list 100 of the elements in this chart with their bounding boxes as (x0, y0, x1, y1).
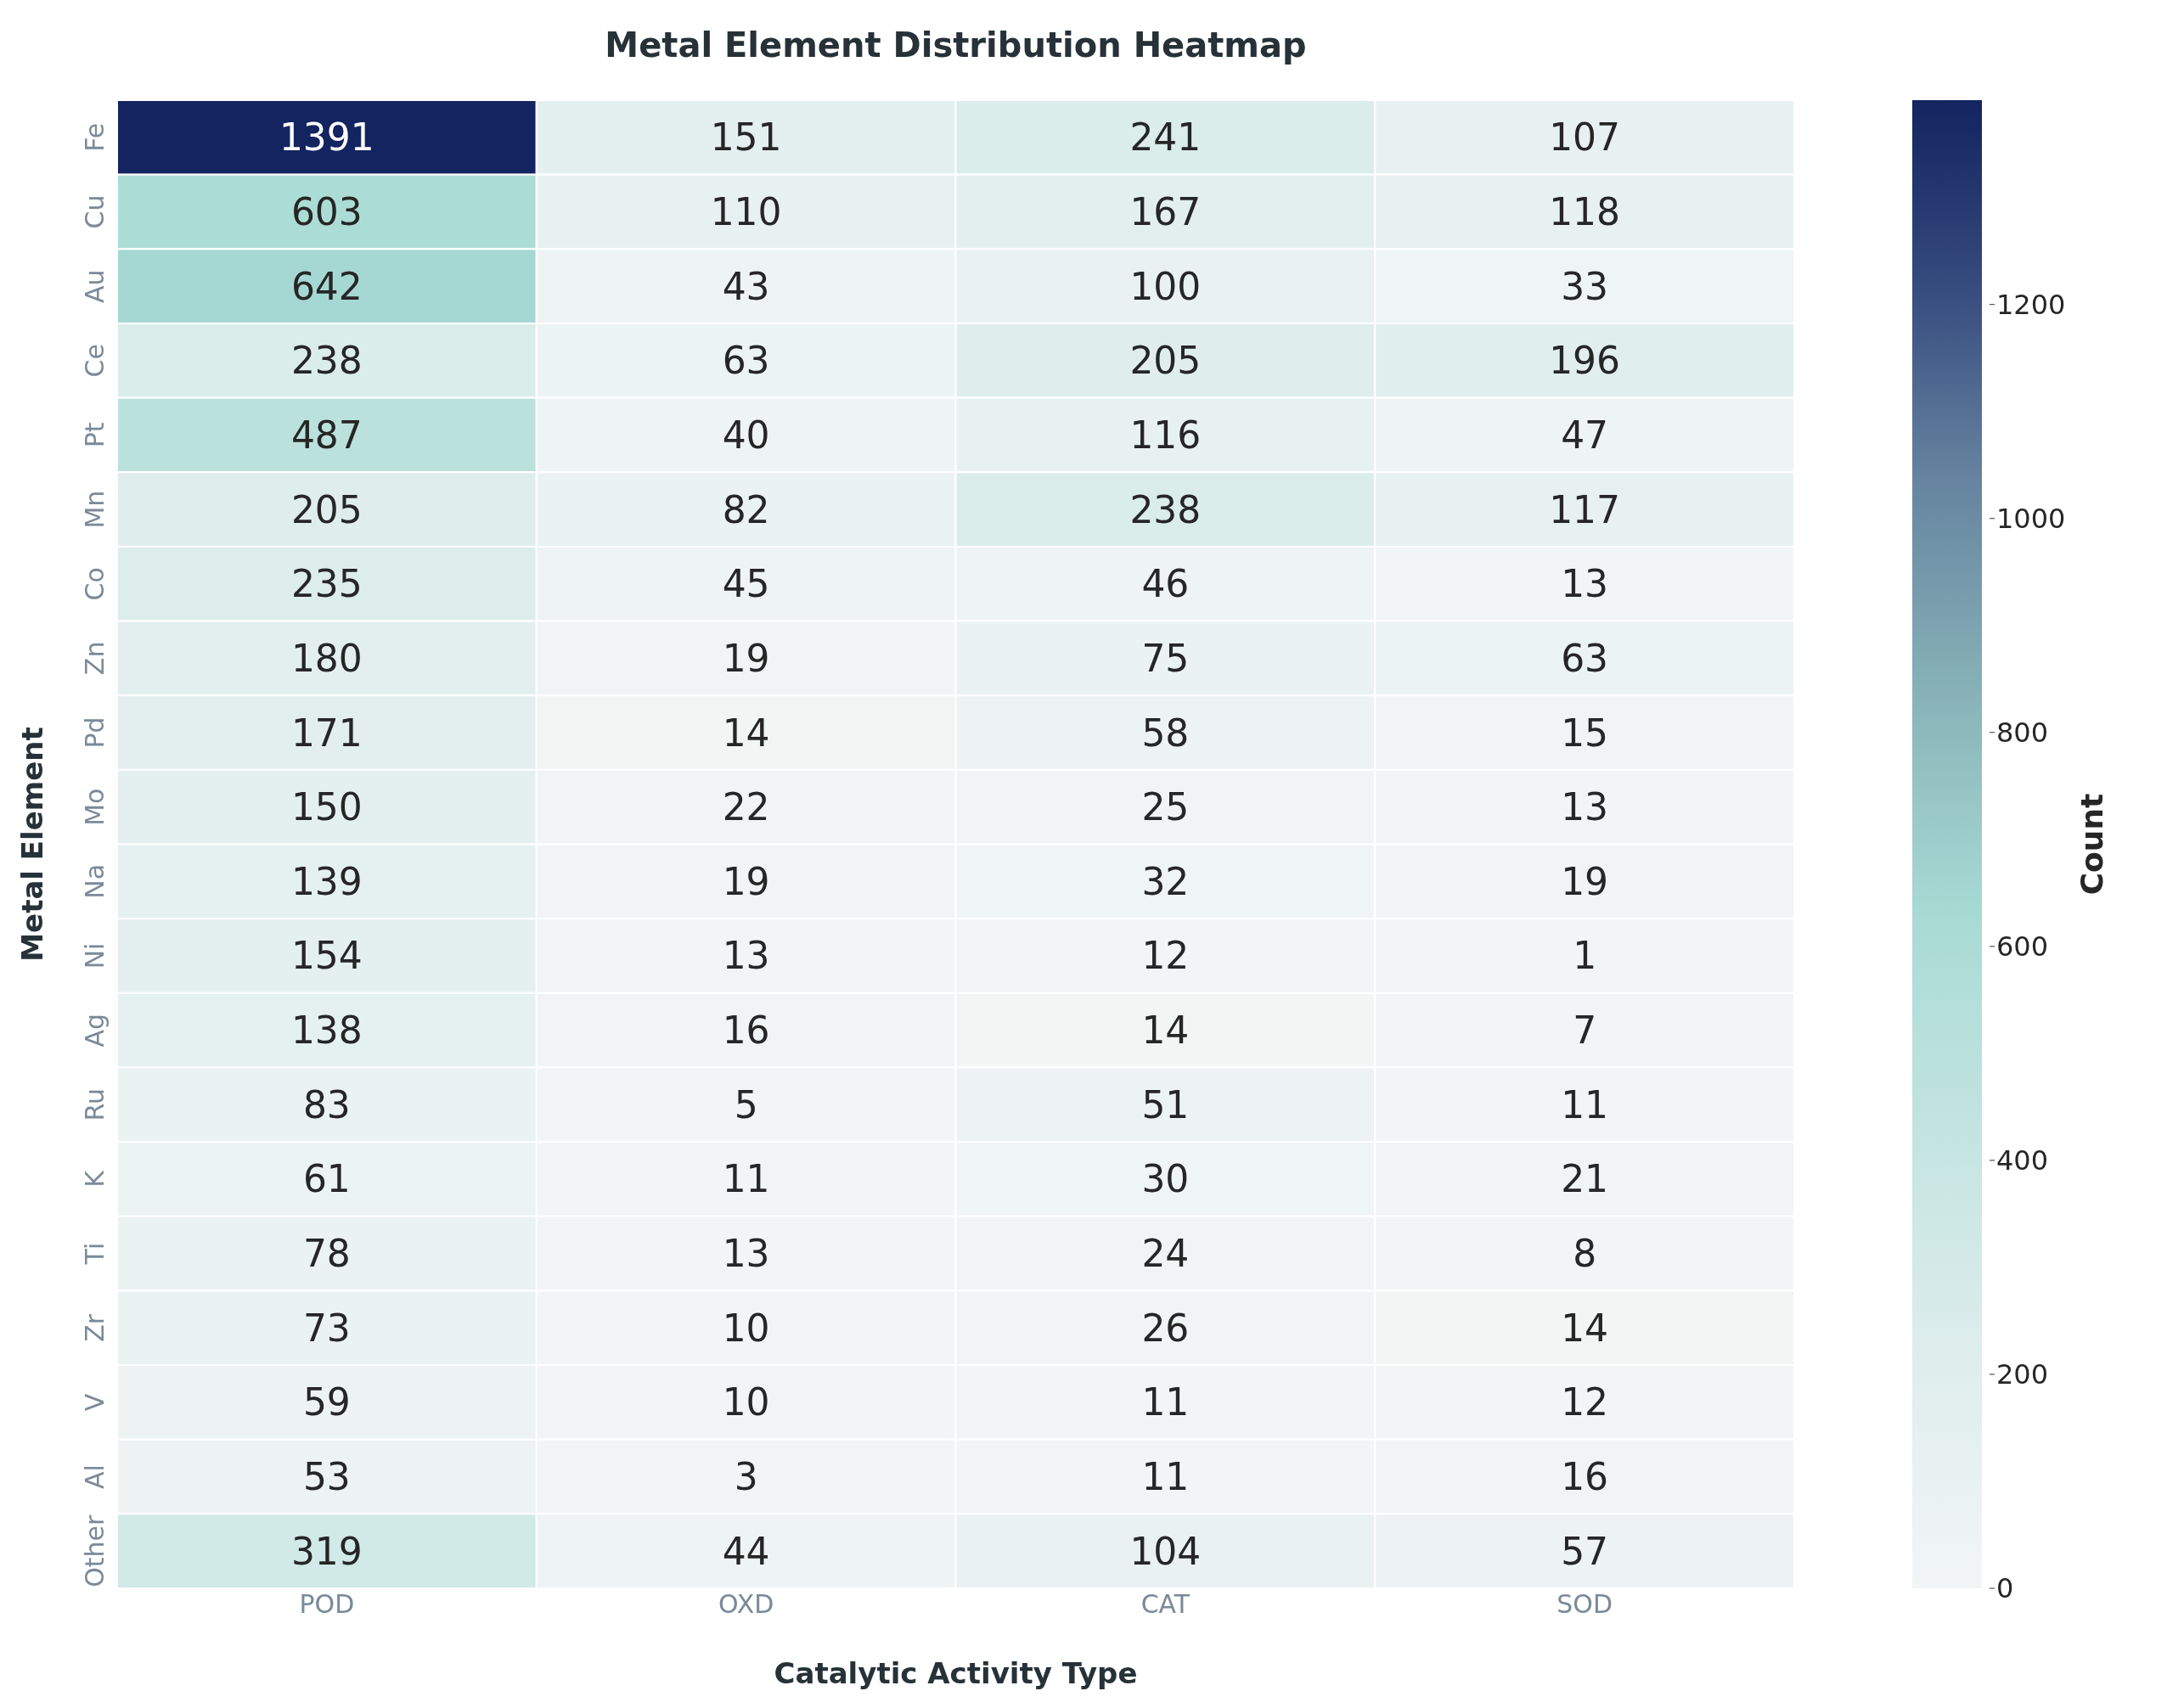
data-label: 13 (722, 934, 770, 978)
data-label: 33 (1561, 264, 1609, 308)
y-tick-label: Zn (80, 641, 110, 676)
data-label: 24 (1141, 1232, 1190, 1276)
data-label: 26 (1141, 1306, 1190, 1350)
data-label: 19 (1561, 859, 1609, 903)
data-label: 12 (1561, 1380, 1609, 1424)
data-label: 61 (302, 1157, 351, 1201)
data-label: 205 (290, 487, 363, 531)
color-bar-label: 600 (1996, 930, 2049, 964)
y-tick-label: Mo (80, 788, 110, 826)
data-label: 58 (1141, 711, 1190, 755)
data-label: 603 (290, 189, 363, 233)
y-tick-label: Mn (80, 490, 110, 529)
data-label: 1 (1573, 934, 1597, 978)
data-label: 13 (722, 1232, 770, 1276)
x-axis-title: Catalytic Activity Type (774, 1656, 1138, 1690)
data-label: 63 (1561, 636, 1609, 680)
data-label: 53 (302, 1455, 351, 1499)
y-tick-label: Au (80, 269, 110, 303)
data-label: 83 (302, 1082, 351, 1126)
color-bar-label: 800 (1996, 716, 2049, 750)
data-label: 25 (1141, 785, 1190, 829)
data-label: 196 (1549, 339, 1621, 383)
data-label: 73 (302, 1306, 351, 1350)
data-label: 13 (1561, 785, 1609, 829)
data-label: 117 (1549, 487, 1621, 531)
data-label: 75 (1141, 636, 1190, 680)
data-label: 139 (290, 859, 363, 903)
y-tick-label: Fe (80, 122, 110, 152)
data-label: 45 (722, 562, 770, 606)
data-label: 13 (1561, 562, 1609, 606)
data-label: 11 (1141, 1455, 1190, 1499)
data-label: 57 (1561, 1529, 1609, 1573)
data-label: 238 (1129, 487, 1202, 531)
x-tick-label: CAT (1140, 1589, 1191, 1620)
y-tick-label: Al (80, 1464, 110, 1489)
data-label: 59 (302, 1380, 351, 1424)
data-label: 238 (290, 339, 363, 383)
data-label: 7 (1573, 1009, 1597, 1053)
data-label: 14 (1141, 1009, 1190, 1053)
data-label: 82 (722, 487, 770, 531)
data-label: 138 (290, 1009, 363, 1053)
data-label: 19 (722, 636, 770, 680)
data-label: 171 (290, 711, 363, 755)
y-tick-label: V (80, 1393, 110, 1412)
color-bar-label: 1000 (1996, 503, 2066, 536)
y-tick-label: Zr (80, 1313, 110, 1342)
x-tick-label: POD (299, 1589, 355, 1620)
data-label: 3 (734, 1455, 758, 1499)
data-label: 241 (1129, 115, 1202, 160)
data-label: 12 (1141, 934, 1190, 978)
data-label: 10 (722, 1380, 770, 1424)
data-label: 150 (290, 785, 363, 829)
data-label: 14 (1561, 1306, 1609, 1350)
data-label: 63 (722, 339, 770, 383)
data-label: 21 (1561, 1157, 1609, 1201)
data-label: 487 (290, 413, 363, 457)
y-tick-label: Ag (80, 1013, 110, 1048)
data-label: 44 (722, 1529, 770, 1573)
data-label: 100 (1129, 264, 1202, 308)
y-tick-label: Ti (80, 1242, 110, 1266)
color-bar-label: 0 (1996, 1572, 2014, 1605)
y-tick-label: Cu (80, 194, 110, 229)
data-label: 205 (1129, 339, 1202, 383)
data-label: 1391 (279, 115, 374, 160)
color-bar-label: 400 (1996, 1144, 2049, 1177)
data-label: 110 (710, 189, 782, 233)
data-label: 235 (290, 562, 363, 606)
y-tick-label: Co (80, 567, 110, 601)
chart-title: Metal Element Distribution Heatmap (604, 25, 1308, 65)
data-label: 15 (1561, 711, 1609, 755)
y-tick-label: Pt (80, 422, 110, 448)
data-label: 19 (722, 859, 770, 903)
data-label: 319 (290, 1529, 363, 1573)
data-label: 51 (1141, 1082, 1190, 1126)
color-bar-label: 1200 (1996, 289, 2066, 322)
data-label: 30 (1141, 1157, 1190, 1201)
data-label: 104 (1129, 1529, 1202, 1573)
x-tick-label: SOD (1556, 1589, 1613, 1620)
data-label: 167 (1129, 189, 1202, 233)
data-label: 11 (722, 1157, 770, 1201)
data-label: 8 (1573, 1232, 1597, 1276)
data-label: 151 (710, 115, 782, 160)
data-label: 32 (1141, 859, 1190, 903)
y-tick-label: Other (80, 1514, 110, 1587)
data-label: 10 (722, 1306, 770, 1350)
data-label: 154 (290, 934, 363, 978)
y-axis-title: Metal Element (15, 727, 50, 962)
data-label: 116 (1129, 413, 1202, 457)
data-label: 107 (1549, 115, 1621, 160)
data-label: 22 (722, 785, 770, 829)
data-label: 78 (302, 1232, 351, 1276)
y-tick-label: Na (80, 863, 110, 899)
data-label: 642 (290, 264, 363, 308)
x-tick-label: OXD (718, 1589, 774, 1620)
y-tick-label: K (80, 1169, 110, 1188)
data-label: 118 (1549, 189, 1621, 233)
data-label: 46 (1141, 562, 1190, 606)
data-label: 16 (1561, 1455, 1609, 1499)
